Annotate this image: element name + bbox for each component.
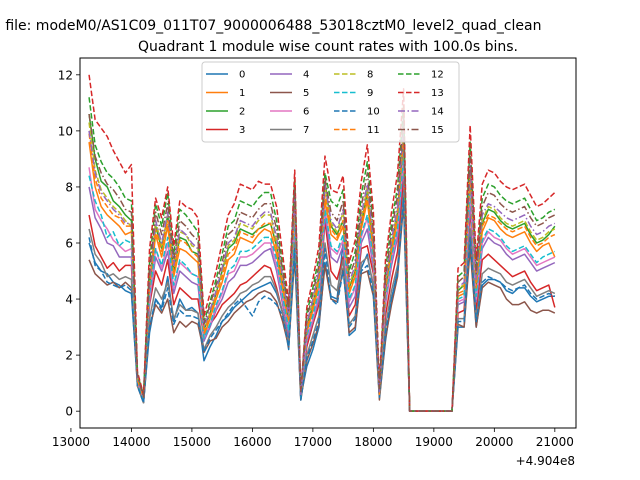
- legend-label-15: 15: [431, 125, 444, 136]
- series-line-15: [88, 113, 556, 412]
- y-tick-label: 10: [58, 124, 73, 138]
- legend-label-9: 9: [367, 88, 373, 99]
- x-tick-label: 15000: [173, 435, 211, 449]
- legend-label-7: 7: [303, 125, 309, 136]
- y-tick-label: 12: [58, 68, 73, 82]
- x-tick-label: 19000: [415, 435, 453, 449]
- x-axis-offset-label: +4.904e8: [516, 454, 575, 468]
- x-tick-label: 20000: [475, 435, 513, 449]
- y-tick-label: 0: [65, 405, 73, 419]
- x-tick-label: 17000: [294, 435, 332, 449]
- x-tick-label: 16000: [233, 435, 271, 449]
- legend-frame: [201, 61, 460, 143]
- x-tick-label: 13000: [52, 435, 90, 449]
- legend-label-2: 2: [239, 107, 245, 118]
- x-tick-label: 21000: [536, 435, 574, 449]
- series-layer: [88, 74, 556, 412]
- x-tick-label: 18000: [354, 435, 392, 449]
- x-tick-label: 14000: [112, 435, 150, 449]
- series-line-9: [88, 152, 556, 412]
- series-line-5: [88, 203, 556, 412]
- legend-label-3: 3: [239, 125, 245, 136]
- legend-label-0: 0: [239, 70, 245, 81]
- y-axis: 0 2 4 6 8 10 12: [58, 68, 80, 419]
- x-axis: 13000 14000 15000 16000 17000 18000 19000 20000…: [52, 428, 574, 449]
- legend-label-6: 6: [303, 107, 309, 118]
- legend-label-12: 12: [431, 70, 444, 81]
- series-line-13: [88, 74, 556, 412]
- legend-label-1: 1: [239, 88, 245, 99]
- legend-label-13: 13: [431, 88, 444, 99]
- y-tick-label: 2: [65, 349, 73, 363]
- legend-label-5: 5: [303, 88, 309, 99]
- legend-label-11: 11: [367, 125, 380, 136]
- legend-label-8: 8: [367, 70, 373, 81]
- legend-label-4: 4: [303, 70, 309, 81]
- legend-label-14: 14: [431, 107, 444, 118]
- legend-label-10: 10: [367, 107, 380, 118]
- y-tick-label: 6: [65, 237, 73, 251]
- y-tick-label: 8: [65, 180, 73, 194]
- figure-suptitle: n file: modeM0/AS1C09_011T07_9000006488_…: [0, 18, 541, 34]
- chart-title: Quadrant 1 module wise count rates with …: [138, 39, 518, 55]
- y-tick-label: 4: [65, 293, 73, 307]
